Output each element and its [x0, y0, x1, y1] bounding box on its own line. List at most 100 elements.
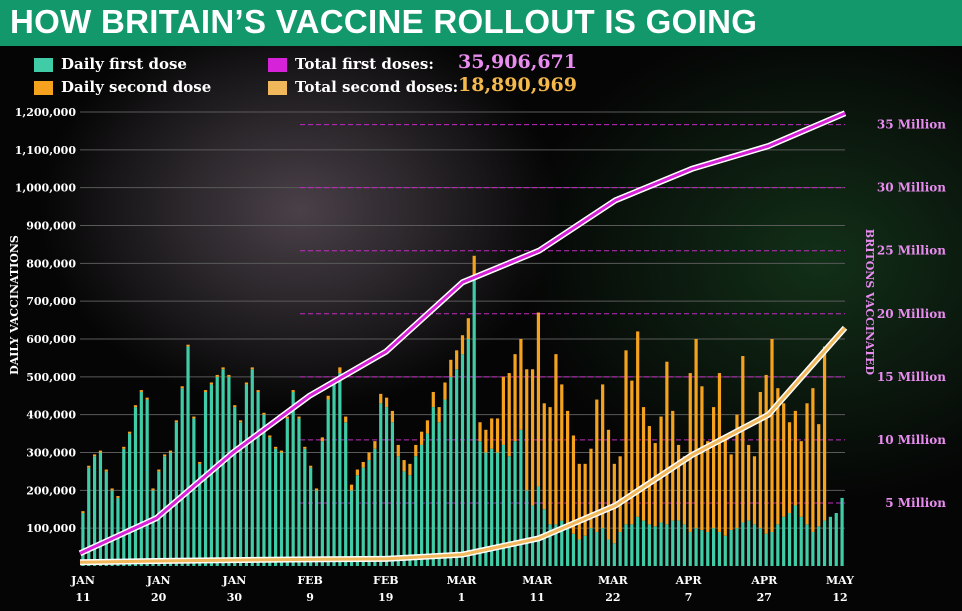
- bar-first-dose: [782, 516, 786, 566]
- x-tick-month: MAR: [522, 574, 553, 587]
- bar-first-dose: [682, 524, 687, 566]
- bar-first-dose: [472, 278, 476, 566]
- bar-second-dose: [770, 339, 774, 532]
- bar-first-dose: [221, 369, 225, 566]
- bar-second-dose: [513, 354, 517, 442]
- bar-second-dose: [420, 431, 424, 445]
- bar-second-dose: [180, 386, 184, 389]
- bars: [81, 255, 844, 566]
- bar-second-dose: [460, 335, 465, 355]
- bar-second-dose: [379, 393, 383, 404]
- bar-first-dose: [641, 520, 646, 566]
- bar-second-dose: [227, 374, 231, 377]
- bar-first-dose: [723, 535, 727, 566]
- bar-second-dose: [700, 386, 704, 531]
- bar-second-dose: [653, 443, 657, 527]
- bar-second-dose: [355, 469, 359, 476]
- bar-second-dose: [723, 437, 727, 536]
- bar-first-dose: [805, 524, 809, 566]
- line-total-second: [79, 326, 847, 564]
- bar-second-dose: [402, 460, 406, 472]
- legend-label-total-first: Total first doses:: [295, 55, 434, 73]
- y2-tick-label: 5 Million: [885, 496, 946, 510]
- bar-second-dose: [490, 418, 494, 449]
- bar-first-dose: [624, 524, 628, 566]
- bar-second-dose: [793, 410, 797, 506]
- bar-first-dose: [466, 339, 470, 566]
- x-tick-day: 12: [832, 591, 847, 604]
- bar-first-dose: [793, 505, 797, 566]
- bar-first-dose: [151, 490, 155, 566]
- bar-second-dose: [309, 465, 313, 468]
- bar-first-dose: [279, 452, 284, 566]
- bar-first-dose: [244, 384, 249, 566]
- bar-first-dose: [297, 418, 301, 566]
- bar-second-dose: [747, 444, 751, 521]
- line-total-first: [79, 111, 846, 555]
- chart-title: HOW BRITAIN’S VACCINE ROLLOUT IS GOING: [10, 3, 758, 40]
- bar-second-dose: [636, 331, 640, 517]
- bar-first-dose: [396, 456, 400, 566]
- bar-second-dose: [694, 339, 698, 529]
- bar-second-dose: [344, 416, 348, 423]
- x-tick-day: 19: [378, 591, 393, 604]
- bar-first-dose: [828, 516, 833, 566]
- x-tick-day: 22: [605, 591, 620, 604]
- y-tick-label: 1,200,000: [15, 106, 77, 119]
- bar-first-dose: [548, 524, 552, 566]
- x-tick-day: 11: [530, 591, 545, 604]
- x-tick-month: MAR: [447, 574, 478, 587]
- bar-second-dose: [291, 390, 295, 392]
- x-tick-day: 9: [306, 591, 314, 604]
- legend-swatch-daily-second: [34, 81, 53, 95]
- x-tick-month: JAN: [70, 574, 95, 587]
- bar-first-dose: [764, 533, 768, 566]
- bar-first-dose: [414, 456, 418, 566]
- bar-first-dose: [408, 475, 412, 566]
- bar-second-dose: [822, 346, 827, 521]
- bar-second-dose: [163, 454, 167, 457]
- bar-first-dose: [735, 528, 739, 566]
- x-ticks: JAN 11 JAN 20 JAN 30 FEB 9 FEB 19 MAR 1 MAR 11 MAR 22 AP…: [70, 574, 854, 604]
- x-tick-day: 11: [75, 591, 90, 604]
- y-tick-label: 800,000: [26, 257, 76, 270]
- bar-second-dose: [455, 350, 459, 370]
- y-tick-label: 900,000: [26, 220, 76, 233]
- y2-tick-label: 30 Million: [877, 181, 946, 195]
- bar-second-dose: [501, 376, 505, 445]
- bar-first-dose: [256, 391, 260, 566]
- bar-second-dose: [682, 456, 687, 525]
- bar-second-dose: [449, 359, 453, 377]
- bar-first-dose: [326, 399, 330, 566]
- bar-first-dose: [355, 475, 359, 566]
- bar-first-dose: [303, 448, 307, 566]
- bar-second-dose: [688, 373, 692, 532]
- bar-first-dose: [566, 524, 570, 566]
- bar-first-dose: [104, 471, 108, 566]
- bar-second-dose: [303, 446, 307, 449]
- bar-first-dose: [133, 407, 138, 566]
- bar-second-dose: [659, 416, 663, 523]
- y-axis-label: DAILY VACCINATIONS: [8, 235, 21, 375]
- bar-second-dose: [98, 450, 103, 453]
- bar-first-dose: [665, 524, 669, 566]
- bar-second-dose: [238, 420, 243, 423]
- bar-first-dose: [712, 528, 716, 566]
- bar-first-dose: [478, 441, 482, 566]
- bar-first-dose: [822, 520, 827, 566]
- bar-first-dose: [495, 452, 500, 566]
- bar-second-dose: [396, 444, 400, 457]
- bar-second-dose: [525, 369, 529, 491]
- bar-first-dose: [507, 456, 511, 566]
- bar-second-dose: [799, 441, 803, 517]
- bar-first-dose: [817, 526, 821, 566]
- bar-first-dose: [811, 531, 815, 566]
- bar-first-dose: [209, 384, 213, 566]
- bar-second-dose: [735, 414, 739, 529]
- bar-second-dose: [221, 367, 225, 370]
- bar-first-dose: [332, 384, 336, 566]
- bar-second-dose: [250, 367, 254, 370]
- bar-second-dose: [782, 403, 786, 517]
- bar-second-dose: [168, 450, 173, 453]
